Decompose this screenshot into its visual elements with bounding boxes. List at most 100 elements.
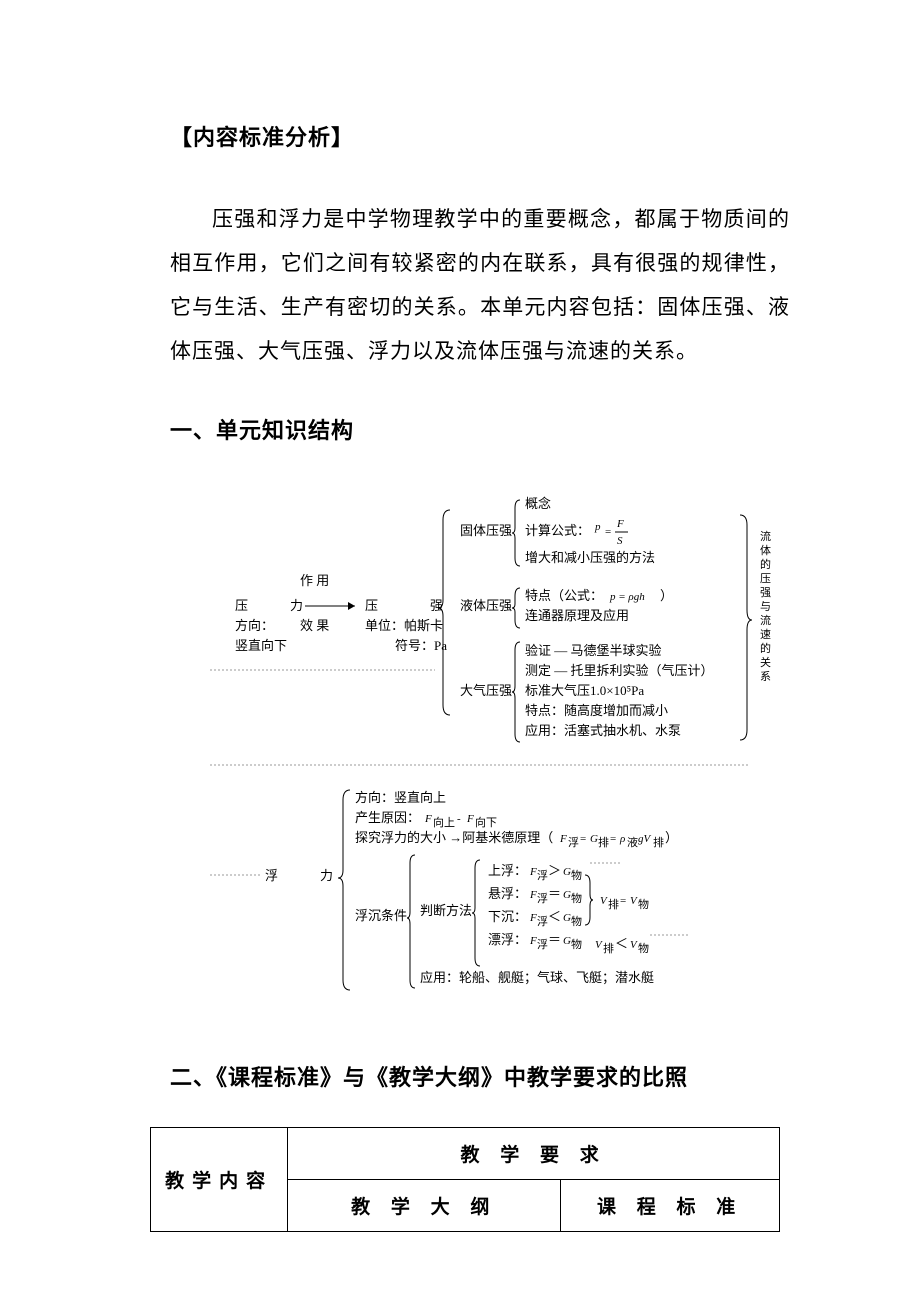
yanzheng: 验证 — 马德堡半球实验 bbox=[525, 643, 662, 658]
svg-text:F: F bbox=[529, 889, 537, 901]
svg-text:G: G bbox=[563, 935, 571, 947]
analysis-heading: 【内容标准分析】 bbox=[170, 120, 790, 152]
svg-text:物: 物 bbox=[638, 941, 649, 955]
fuli-tanjiu: 探究浮力的大小 →阿基米德原理（ bbox=[355, 830, 553, 845]
svg-text:p: p bbox=[594, 521, 601, 533]
ceding: 测定 — 托里拆利实验（气压计） bbox=[525, 663, 714, 678]
svg-text:＜: ＜ bbox=[615, 936, 628, 951]
svg-text:浮: 浮 bbox=[537, 869, 548, 882]
shuzhi-label: 竖直向下 bbox=[235, 638, 287, 653]
svg-text:浮: 浮 bbox=[568, 836, 579, 849]
ya-label: 压 bbox=[235, 598, 248, 613]
svg-text:向下: 向下 bbox=[475, 815, 497, 829]
svg-text:V: V bbox=[630, 939, 638, 951]
svg-text:浮: 浮 bbox=[537, 915, 548, 928]
svg-text:G: G bbox=[563, 889, 571, 901]
brace-icon bbox=[407, 855, 415, 988]
svg-text:G: G bbox=[563, 912, 571, 924]
section1-title: 一、单元知识结构 bbox=[170, 413, 790, 445]
arrow-head-icon bbox=[348, 602, 355, 610]
page-content: 【内容标准分析】 压强和浮力是中学物理教学中的重要概念，都属于物质间的相互作用，… bbox=[0, 0, 920, 1292]
svg-text:gV: gV bbox=[638, 833, 652, 845]
svg-text:=: = bbox=[620, 895, 626, 907]
svg-text:物: 物 bbox=[571, 914, 582, 928]
biaozhun: 标准大气压1.0×10⁵Pa bbox=[525, 683, 644, 698]
svg-text:下沉：: 下沉： bbox=[488, 909, 527, 924]
fuchentiaojian: 浮沉条件 bbox=[355, 908, 407, 923]
brace-icon bbox=[740, 515, 752, 740]
svg-text:F: F bbox=[529, 935, 537, 947]
svg-text:-: - bbox=[457, 813, 461, 825]
knowledge-structure-diagram: 作 用 压 力 压 强 方向： 效 果 单位：帕斯卡 竖直向下 符号：Pa 固体… bbox=[180, 480, 780, 1015]
zengda: 增大和减小压强的方法 bbox=[525, 550, 655, 565]
air-title: 大气压强 bbox=[460, 683, 512, 698]
svg-text:F: F bbox=[529, 866, 537, 878]
col-kecheng-cell: 课 程 标 准 bbox=[561, 1180, 780, 1232]
fuhao-label: 符号：Pa bbox=[395, 638, 447, 653]
gongshi-label: 计算公式： bbox=[525, 523, 590, 538]
svg-text:物: 物 bbox=[638, 897, 649, 911]
svg-text:浮: 浮 bbox=[537, 892, 548, 905]
svg-text:G: G bbox=[590, 833, 598, 845]
svg-text:）: ） bbox=[660, 588, 673, 603]
comparison-table-container: 教学内容 教 学 要 求 教 学 大 纲 课 程 标 准 bbox=[170, 1127, 790, 1232]
svg-text:=: = bbox=[605, 526, 611, 538]
svg-text:上浮：: 上浮： bbox=[488, 863, 527, 878]
air-tedian: 特点：随高度增加而减小 bbox=[525, 703, 668, 718]
svg-text:＞: ＞ bbox=[548, 863, 561, 878]
svg-text:漂浮：: 漂浮： bbox=[488, 932, 527, 947]
yaqiang-label: 压 bbox=[365, 598, 378, 613]
brace-icon bbox=[512, 642, 520, 742]
svg-text:F: F bbox=[559, 833, 567, 845]
danwei-label: 单位：帕斯卡 bbox=[365, 618, 443, 633]
svg-text:ρ: ρ bbox=[619, 833, 625, 845]
fuli-li: 力 bbox=[320, 868, 333, 883]
solid-title: 固体压强 bbox=[460, 523, 512, 538]
svg-text:=: = bbox=[580, 833, 586, 845]
svg-text:物: 物 bbox=[571, 937, 582, 951]
li-label: 力 bbox=[290, 598, 303, 613]
svg-text:F: F bbox=[424, 813, 432, 825]
gainian: 概念 bbox=[525, 496, 551, 511]
svg-text:悬浮：: 悬浮： bbox=[488, 886, 527, 901]
svg-text:物: 物 bbox=[571, 868, 582, 882]
svg-text:液: 液 bbox=[627, 835, 638, 849]
svg-text:排: 排 bbox=[653, 835, 664, 849]
svg-text:＝: ＝ bbox=[548, 932, 561, 947]
table-row: 教学内容 教 学 要 求 bbox=[151, 1128, 780, 1180]
header-content-cell: 教学内容 bbox=[151, 1128, 288, 1232]
svg-text:F: F bbox=[466, 813, 474, 825]
svg-text:浮: 浮 bbox=[537, 938, 548, 951]
tedian-label: 特点（公式： bbox=[525, 588, 603, 603]
brace-icon bbox=[338, 790, 350, 990]
brace-icon bbox=[472, 860, 480, 966]
svg-text:）: ） bbox=[665, 830, 678, 845]
zuoyong-label: 作 用 bbox=[300, 573, 329, 588]
svg-text:V: V bbox=[595, 939, 603, 951]
svg-text:＝: ＝ bbox=[548, 886, 561, 901]
xiaoguo-label: 效 果 bbox=[300, 618, 329, 633]
fuli-fu: 浮 bbox=[265, 868, 278, 883]
panduan: 判断方法 bbox=[420, 903, 472, 918]
header-req-cell: 教 学 要 求 bbox=[288, 1128, 780, 1180]
svg-text:F: F bbox=[616, 518, 624, 530]
svg-text:p = ρgh: p = ρgh bbox=[609, 591, 645, 603]
fuli-fangxiang: 方向：竖直向上 bbox=[355, 790, 446, 805]
vertical-right-text: 流 体 的 压 强 与 流 速 的 关 系 bbox=[760, 529, 774, 683]
brace-icon bbox=[512, 588, 520, 628]
brace-icon bbox=[585, 875, 593, 925]
air-yingyong: 应用：活塞式抽水机、水泵 bbox=[525, 723, 681, 738]
comparison-table: 教学内容 教 学 要 求 教 学 大 纲 课 程 标 准 bbox=[150, 1127, 780, 1232]
svg-text:=: = bbox=[610, 833, 616, 845]
svg-text:向上: 向上 bbox=[433, 815, 455, 829]
fangxiang-label: 方向： bbox=[235, 618, 274, 633]
svg-text:＜: ＜ bbox=[548, 909, 561, 924]
brace-icon bbox=[512, 500, 520, 566]
svg-text:物: 物 bbox=[571, 891, 582, 905]
svg-text:F: F bbox=[529, 912, 537, 924]
svg-text:排: 排 bbox=[608, 897, 619, 911]
svg-text:V: V bbox=[600, 895, 608, 907]
svg-text:G: G bbox=[563, 866, 571, 878]
section2-title: 二、《课程标准》与《教学大纲》中教学要求的比照 bbox=[170, 1060, 790, 1092]
liantong: 连通器原理及应用 bbox=[525, 608, 629, 623]
